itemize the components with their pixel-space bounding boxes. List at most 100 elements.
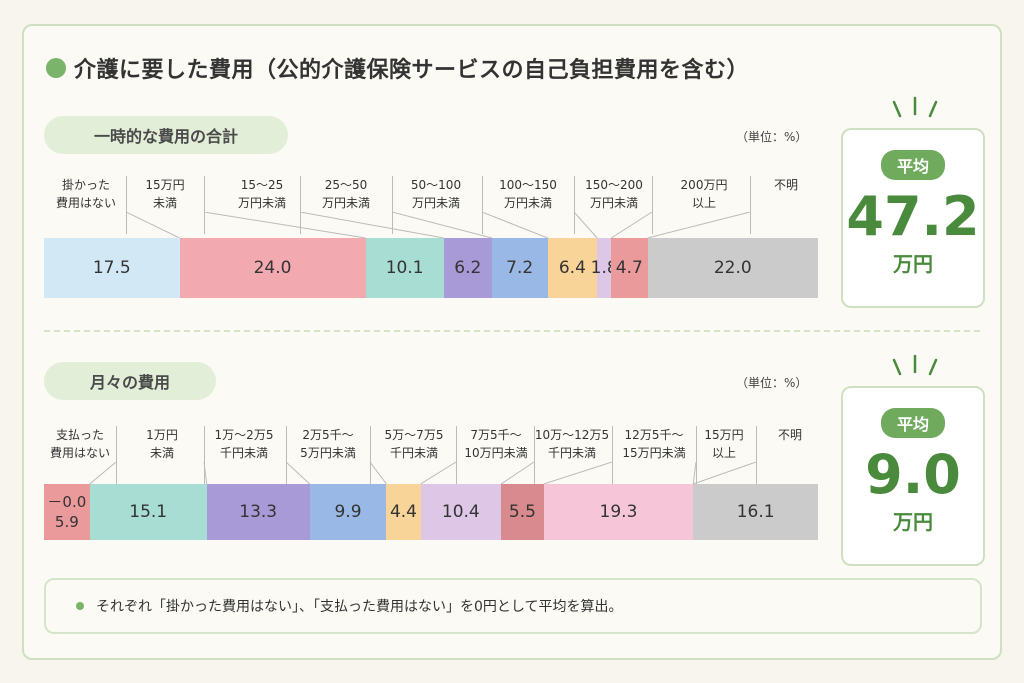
stacked-bar-monthly: －0.0 5.9 15.1 13.3 9.9 4.4 10.4 5.5 19.3 16.1	[44, 484, 818, 540]
bar-segment: 16.1	[693, 484, 818, 540]
connector-line	[692, 462, 697, 484]
category-label: 不明	[777, 428, 803, 442]
label-separator	[652, 176, 653, 234]
bar-segment: 7.2	[491, 238, 548, 298]
connector-line	[89, 462, 117, 484]
average-unit: 万円	[893, 510, 933, 534]
connector-line	[369, 462, 387, 484]
data-label: 4.4	[389, 502, 417, 522]
data-label: 15.1	[129, 502, 168, 522]
category-labels-monthly: 支払った 費用はない 1万円 未満 1万～2万5 千円未満 2万5千～ 5万円未満 5万～7万5…	[0, 426, 1024, 486]
category-label: 12万5千～ 15万円未満	[622, 428, 686, 460]
data-label: －0.0 5.9	[47, 493, 87, 531]
category-label: 200万円 以上	[680, 178, 728, 210]
data-label: 13.3	[239, 502, 278, 522]
unit-label-monthly: （単位：%）	[736, 376, 808, 390]
average-badge: 平均	[880, 150, 945, 180]
average-box-onetime: 平均 47.2 万円	[841, 128, 985, 308]
average-value: 47.2	[846, 185, 980, 248]
data-label: 10.1	[385, 258, 424, 278]
label-separator	[300, 176, 301, 234]
data-label: 6.2	[454, 258, 482, 278]
bar-segment: 24.0	[179, 238, 366, 298]
category-label: 5万～7万5 千円未満	[384, 428, 444, 460]
connectors-monthly	[89, 462, 757, 484]
category-label: 支払った 費用はない	[49, 428, 111, 460]
category-label: 100～150 万円未満	[499, 178, 557, 210]
data-label: 9.9	[334, 502, 362, 522]
average-unit: 万円	[893, 252, 933, 276]
category-label: 掛かった 費用はない	[55, 178, 117, 210]
average-box-monthly: 平均 9.0 万円	[841, 386, 985, 566]
footnote-text: それぞれ「掛かった費用はない」、「支払った費用はない」を0円として平均を算出。	[96, 599, 623, 615]
label-separator	[482, 176, 483, 234]
connector-line	[285, 462, 311, 484]
footnote-box: それぞれ「掛かった費用はない」、「支払った費用はない」を0円として平均を算出。	[44, 578, 982, 634]
data-label: 17.5	[92, 258, 131, 278]
category-label: 25～50 万円未満	[321, 178, 371, 210]
sparkle-icon-onetime	[892, 96, 938, 118]
page-title: 介護に要した費用（公的介護保険サービスの自己負担費用を含む）	[74, 58, 750, 83]
label-separator	[370, 426, 371, 484]
bar-segment: 10.1	[365, 238, 444, 298]
category-label: 15万円 以上	[704, 428, 744, 460]
bar-segment: 6.4	[547, 238, 598, 298]
bar-segment: 19.3	[543, 484, 694, 540]
category-label: 15～25 万円未満	[237, 178, 287, 210]
average-badge: 平均	[880, 408, 945, 438]
category-label: 不明	[773, 178, 799, 192]
label-separator	[204, 426, 205, 484]
section-label-onetime: 一時的な費用の合計	[44, 116, 288, 154]
bar-segment: 4.4	[386, 484, 421, 540]
bar-segment: 17.5	[44, 238, 180, 298]
data-label: 5.5	[508, 502, 536, 522]
sparkle-icon-monthly	[892, 354, 938, 376]
connector-line	[647, 212, 751, 238]
connector-line	[391, 212, 492, 238]
connectors-onetime	[125, 212, 751, 238]
data-label: 24.0	[253, 258, 292, 278]
footnote-bullet-icon	[76, 602, 84, 610]
bar-segment: 1.8	[591, 238, 618, 298]
category-label: 1万円 未満	[146, 428, 178, 460]
bar-segment: －0.0 5.9	[44, 484, 90, 540]
category-label: 10万～12万5 千円未満	[534, 428, 610, 460]
connector-line	[543, 462, 613, 484]
connector-line	[420, 462, 457, 484]
connector-line	[125, 212, 180, 238]
data-label: 7.2	[506, 258, 534, 278]
bar-segment: 15.1	[89, 484, 207, 540]
data-label: 1.8	[590, 258, 618, 278]
connector-line	[203, 212, 366, 238]
category-label: 7万5千～ 10万円未満	[464, 428, 528, 460]
category-label: 50～100 万円未満	[410, 178, 462, 210]
unit-label-onetime: （単位：%）	[736, 130, 808, 144]
data-label: 22.0	[713, 258, 752, 278]
average-value: 9.0	[865, 443, 961, 506]
section-label-monthly: 月々の費用	[44, 362, 216, 400]
label-separator	[756, 426, 757, 484]
data-label: 6.4	[558, 258, 586, 278]
connector-line	[299, 212, 444, 238]
stacked-bar-onetime: 17.5 24.0 10.1 6.2 7.2 6.4 1.8 4.7 22.0	[44, 238, 818, 298]
bar-segment: 9.9	[309, 484, 387, 540]
category-label: 150～200 万円未満	[585, 178, 643, 210]
bar-segment: 6.2	[443, 238, 492, 298]
label-separator	[750, 176, 751, 234]
data-label: 16.1	[736, 502, 775, 522]
connector-line	[610, 212, 653, 238]
connector-line	[573, 212, 598, 238]
label-separator	[574, 176, 575, 234]
label-separator	[204, 176, 205, 234]
bar-segment: 4.7	[611, 238, 648, 298]
label-separator	[612, 426, 613, 484]
category-labels-onetime: 掛かった 費用はない 15万円 未満 15～25 万円未満 25～50 万円未満 50～100 万…	[0, 176, 1024, 236]
data-label: 10.4	[441, 502, 480, 522]
connector-line	[500, 462, 535, 484]
label-separator	[456, 426, 457, 484]
title-row: 介護に要した費用（公的介護保険サービスの自己負担費用を含む）	[46, 52, 749, 84]
connector-line	[481, 212, 548, 238]
data-label: 4.7	[615, 258, 643, 278]
section-divider	[44, 330, 980, 332]
connector-line	[203, 462, 208, 484]
